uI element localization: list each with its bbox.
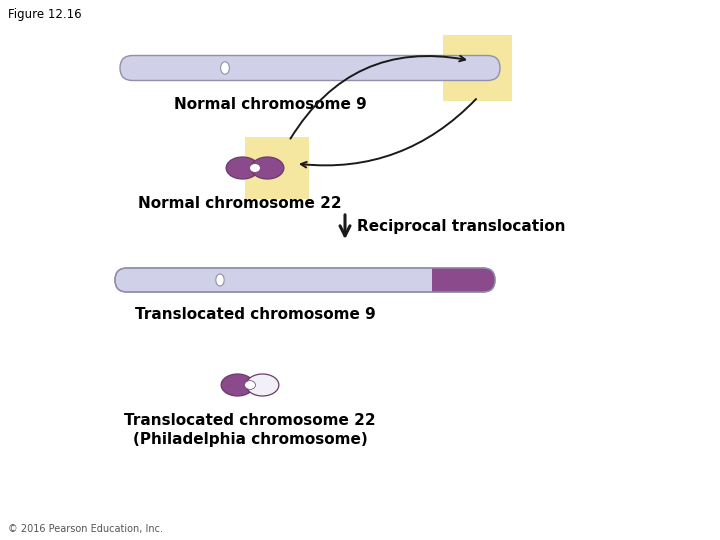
Text: Normal chromosome 9: Normal chromosome 9	[174, 97, 366, 112]
Text: Translocated chromosome 9: Translocated chromosome 9	[135, 307, 375, 322]
Ellipse shape	[220, 62, 230, 74]
Ellipse shape	[226, 157, 259, 179]
Ellipse shape	[250, 164, 261, 172]
Ellipse shape	[216, 274, 224, 286]
Ellipse shape	[221, 374, 254, 396]
Text: Figure 12.16: Figure 12.16	[8, 8, 81, 21]
Ellipse shape	[251, 157, 284, 179]
FancyBboxPatch shape	[115, 268, 495, 292]
Text: Translocated chromosome 22
(Philadelphia chromosome): Translocated chromosome 22 (Philadelphia…	[124, 413, 376, 447]
Ellipse shape	[245, 381, 256, 389]
Ellipse shape	[246, 374, 279, 396]
Bar	[432, 267, 508, 293]
FancyBboxPatch shape	[245, 137, 309, 199]
Text: Reciprocal translocation: Reciprocal translocation	[357, 219, 565, 234]
FancyBboxPatch shape	[443, 35, 512, 101]
Text: Normal chromosome 22: Normal chromosome 22	[138, 196, 342, 211]
Text: © 2016 Pearson Education, Inc.: © 2016 Pearson Education, Inc.	[8, 524, 163, 534]
FancyBboxPatch shape	[120, 56, 500, 80]
